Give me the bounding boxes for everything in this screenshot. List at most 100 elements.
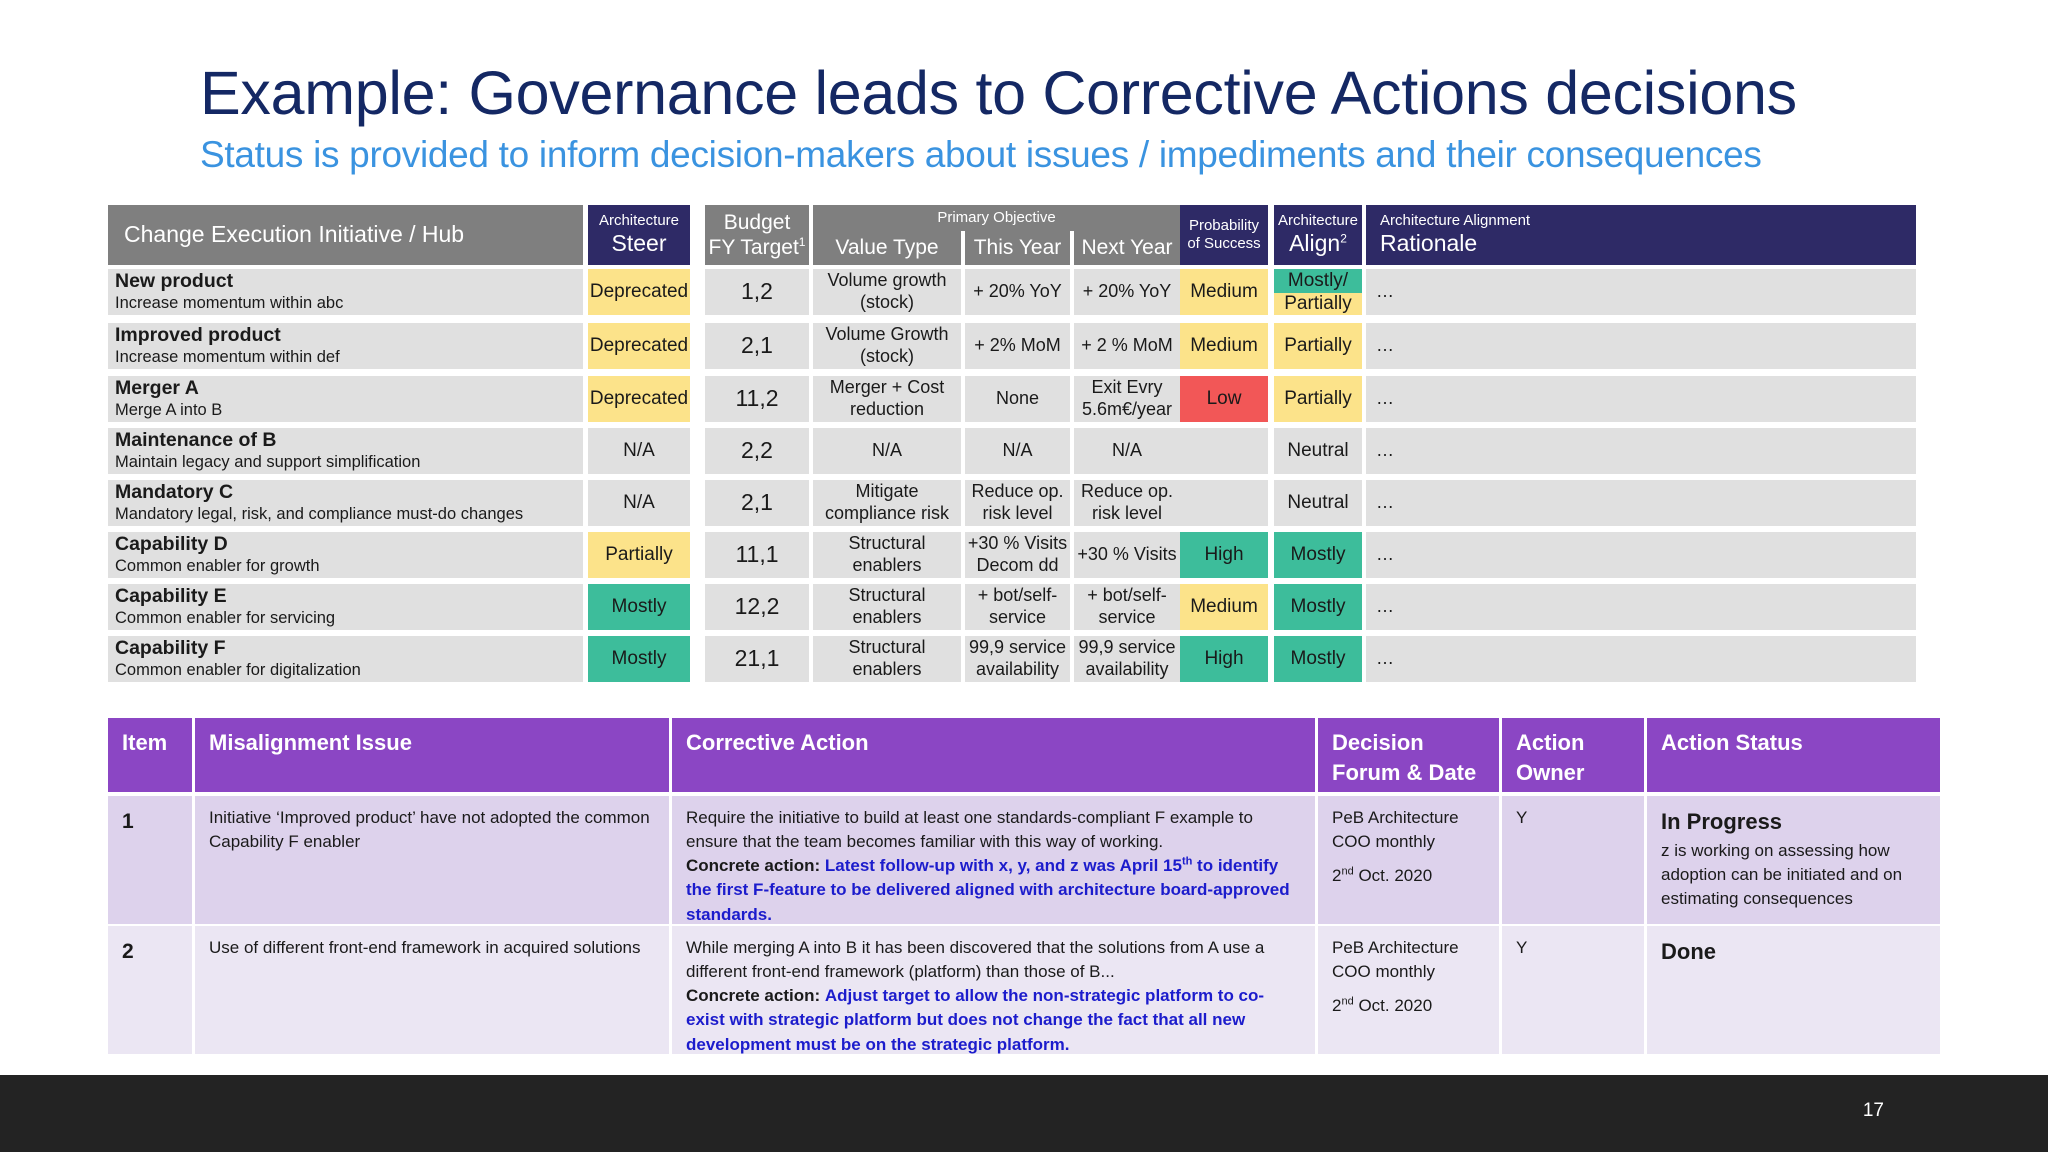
misalignment-issue-cell: Initiative ‘Improved product’ have not a… bbox=[195, 796, 669, 924]
initiative-cell: New product Increase momentum within abc bbox=[108, 269, 583, 315]
probability-cell: Medium bbox=[1180, 584, 1268, 630]
status-table: Change Execution Initiative / Hub Archit… bbox=[108, 205, 1918, 685]
steer-cell: Partially bbox=[588, 532, 690, 578]
value-type-cell: Merger + Cost reduction bbox=[813, 376, 961, 422]
budget-cell: 1,2 bbox=[705, 269, 809, 315]
next-year-cell: N/A bbox=[1074, 428, 1180, 474]
probability-cell: Medium bbox=[1180, 269, 1268, 315]
header-rationale: Architecture Alignment Rationale bbox=[1366, 205, 1916, 265]
value-type-cell: Structural enablers bbox=[813, 532, 961, 578]
align-cell: Partially bbox=[1274, 376, 1362, 422]
align-cell: Mostly bbox=[1274, 532, 1362, 578]
page-subtitle: Status is provided to inform decision-ma… bbox=[200, 134, 1762, 175]
steer-cell: Mostly bbox=[588, 584, 690, 630]
header-align: Architecture Align2 bbox=[1274, 205, 1362, 265]
value-type-cell: Mitigate compliance risk bbox=[813, 480, 961, 526]
probability-cell: Low bbox=[1180, 376, 1268, 422]
footer-bar: 17 bbox=[0, 1075, 2048, 1152]
budget-cell: 12,2 bbox=[705, 584, 809, 630]
header-action-status: Action Status bbox=[1647, 718, 1940, 792]
value-type-cell: N/A bbox=[813, 428, 961, 474]
steer-cell: Deprecated bbox=[588, 269, 690, 315]
item-number: 1 bbox=[108, 796, 192, 924]
probability-cell: High bbox=[1180, 532, 1268, 578]
value-type-cell: Structural enablers bbox=[813, 636, 961, 682]
page-title: Example: Governance leads to Corrective … bbox=[200, 59, 1797, 127]
align-cell: Neutral bbox=[1274, 480, 1362, 526]
initiative-cell: Maintenance of B Maintain legacy and sup… bbox=[108, 428, 583, 474]
probability-cell: High bbox=[1180, 636, 1268, 682]
steer-cell: N/A bbox=[588, 480, 690, 526]
header-next-year: Next Year bbox=[1074, 231, 1180, 265]
rationale-cell: … bbox=[1366, 636, 1916, 682]
this-year-cell: + bot/self-service bbox=[965, 584, 1070, 630]
budget-cell: 2,1 bbox=[705, 323, 809, 369]
header-action-owner: Action Owner bbox=[1502, 718, 1644, 792]
header-misalignment-issue: Misalignment Issue bbox=[195, 718, 669, 792]
rationale-cell: … bbox=[1366, 584, 1916, 630]
next-year-cell: Exit Evry 5.6m€/year bbox=[1074, 376, 1180, 422]
initiative-cell: Capability E Common enabler for servicin… bbox=[108, 584, 583, 630]
next-year-cell: + 20% YoY bbox=[1074, 269, 1180, 315]
corrective-action-cell: Require the initiative to build at least… bbox=[672, 796, 1315, 924]
this-year-cell: + 2% MoM bbox=[965, 323, 1070, 369]
budget-cell: 11,2 bbox=[705, 376, 809, 422]
this-year-cell: Reduce op. risk level bbox=[965, 480, 1070, 526]
align-bottom-part: Partially bbox=[1274, 293, 1362, 315]
this-year-cell: + 20% YoY bbox=[965, 269, 1070, 315]
this-year-cell: None bbox=[965, 376, 1070, 422]
decision-forum-cell: PeB Architecture COO monthly 2nd Oct. 20… bbox=[1318, 926, 1499, 1054]
corrective-actions-table: Item Misalignment Issue Corrective Actio… bbox=[108, 718, 1940, 1058]
next-year-cell: + 2 % MoM bbox=[1074, 323, 1180, 369]
initiative-cell: Capability D Common enabler for growth bbox=[108, 532, 583, 578]
align-top-part: Mostly/ bbox=[1274, 269, 1362, 293]
budget-cell: 21,1 bbox=[705, 636, 809, 682]
probability-cell bbox=[1180, 480, 1268, 526]
item-number: 2 bbox=[108, 926, 192, 1054]
budget-cell: 11,1 bbox=[705, 532, 809, 578]
header-item: Item bbox=[108, 718, 192, 792]
header-budget: Budget FY Target1 bbox=[705, 205, 809, 265]
page-number: 17 bbox=[1862, 1100, 1884, 1121]
initiative-cell: Improved product Increase momentum withi… bbox=[108, 323, 583, 369]
steer-cell: Deprecated bbox=[588, 323, 690, 369]
align-cell: Mostly/ Partially bbox=[1274, 269, 1362, 315]
this-year-cell: +30 % Visits Decom dd bbox=[965, 532, 1070, 578]
status-title: In Progress bbox=[1661, 809, 1783, 834]
action-status-cell: Done bbox=[1647, 926, 1940, 1054]
align-cell: Partially bbox=[1274, 323, 1362, 369]
corrective-action-cell: While merging A into B it has been disco… bbox=[672, 926, 1315, 1054]
budget-cell: 2,2 bbox=[705, 428, 809, 474]
steer-cell: Mostly bbox=[588, 636, 690, 682]
this-year-cell: N/A bbox=[965, 428, 1070, 474]
steer-cell: Deprecated bbox=[588, 376, 690, 422]
value-type-cell: Volume growth (stock) bbox=[813, 269, 961, 315]
action-status-cell: In Progress z is working on assessing ho… bbox=[1647, 796, 1940, 924]
probability-cell bbox=[1180, 428, 1268, 474]
rationale-cell: … bbox=[1366, 269, 1916, 315]
header-corrective-action: Corrective Action bbox=[672, 718, 1315, 792]
align-cell: Mostly bbox=[1274, 584, 1362, 630]
probability-cell: Medium bbox=[1180, 323, 1268, 369]
header-steer: Architecture Steer bbox=[588, 205, 690, 265]
value-type-cell: Structural enablers bbox=[813, 584, 961, 630]
steer-cell: N/A bbox=[588, 428, 690, 474]
align-cell: Mostly bbox=[1274, 636, 1362, 682]
action-owner-cell: Y bbox=[1502, 796, 1644, 924]
budget-cell: 2,1 bbox=[705, 480, 809, 526]
initiative-cell: Mandatory C Mandatory legal, risk, and c… bbox=[108, 480, 583, 526]
rationale-cell: … bbox=[1366, 376, 1916, 422]
header-initiative: Change Execution Initiative / Hub bbox=[108, 205, 583, 265]
header-decision-forum: Decision Forum & Date bbox=[1318, 718, 1499, 792]
rationale-cell: … bbox=[1366, 428, 1916, 474]
header-this-year: This Year bbox=[965, 231, 1070, 265]
rationale-cell: … bbox=[1366, 532, 1916, 578]
misalignment-issue-cell: Use of different front-end framework in … bbox=[195, 926, 669, 1054]
decision-forum-cell: PeB Architecture COO monthly 2nd Oct. 20… bbox=[1318, 796, 1499, 924]
next-year-cell: +30 % Visits bbox=[1074, 532, 1180, 578]
initiative-cell: Capability F Common enabler for digitali… bbox=[108, 636, 583, 682]
action-owner-cell: Y bbox=[1502, 926, 1644, 1054]
align-cell: Neutral bbox=[1274, 428, 1362, 474]
value-type-cell: Volume Growth (stock) bbox=[813, 323, 961, 369]
header-value-type: Value Type bbox=[813, 231, 961, 265]
